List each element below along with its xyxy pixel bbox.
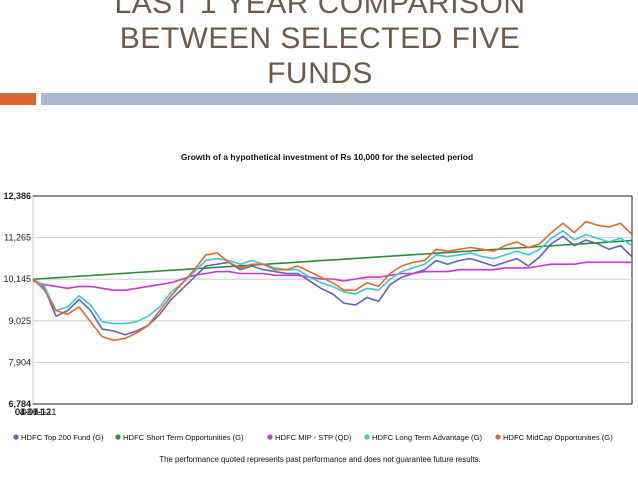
slide-title-line-1: LAST 1 YEAR COMPARISON <box>114 0 526 20</box>
plot-area <box>32 195 633 405</box>
y-tick-label: 7,904 <box>8 357 31 367</box>
y-tick-label: 11,265 <box>4 233 31 243</box>
chart-footnote: The performance quoted represents past p… <box>159 455 480 464</box>
grid-lines <box>32 196 632 404</box>
legend-label-5: HDFC MidCap Opportunities (G) <box>503 433 613 442</box>
x-tick-label: 03-11-11 <box>22 407 57 417</box>
accent-bar-blue <box>41 93 638 105</box>
y-tick-label: 10,145 <box>3 274 31 284</box>
fund-growth-chart: Growth of a hypothetical investment of R… <box>3 152 633 464</box>
legend-label-2: HDFC Short Term Opportunities (G) <box>123 433 244 442</box>
legend-marker-4 <box>364 434 370 440</box>
legend-label-3: HDFC MIP - STP (QD) <box>275 433 352 442</box>
legend-marker-2 <box>115 434 121 440</box>
series-line-5 <box>32 220 633 342</box>
x-tick-label: 04-05-12 <box>15 407 51 417</box>
legend-marker-3 <box>267 434 273 440</box>
y-tick-label: 12,386 <box>3 191 31 201</box>
legend-marker-5 <box>495 434 501 440</box>
y-tick-label: 9,025 <box>8 316 31 326</box>
legend-label-1: HDFC Top 200 Fund (G) <box>21 433 104 442</box>
x-tick-label: 03-01-12 <box>15 407 51 417</box>
slide-title-line-3: FUNDS <box>267 57 373 90</box>
x-tick-label: 04-07-12 <box>15 407 51 417</box>
series-line-4 <box>32 230 633 325</box>
slide-title: LAST 1 YEAR COMPARISON BETWEEN SELECTED … <box>60 0 580 91</box>
x-axis-labels: 03-11-1103-01-1204-03-1204-05-1204-07-12… <box>15 407 56 417</box>
x-tick-label: 04-03-12 <box>15 407 51 417</box>
x-tick-label: 03-09-12 <box>15 407 51 417</box>
y-axis-labels: 12,386 11,265 10,145 9,025 7,904 6,784 <box>3 191 31 409</box>
legend-label-4: HDFC Long Term Advantage (G) <box>372 433 482 442</box>
series-line-1 <box>32 235 633 336</box>
accent-bar-orange <box>0 93 36 105</box>
plot-frame <box>32 195 633 405</box>
y-tick-label: 6,784 <box>8 399 31 409</box>
legend-marker-1 <box>13 434 19 440</box>
series-line-3 <box>32 261 632 291</box>
series-lines <box>32 220 633 342</box>
slide-title-line-2: BETWEEN SELECTED FIVE <box>119 22 521 55</box>
chart-title: Growth of a hypothetical investment of R… <box>181 152 473 162</box>
legend: HDFC Top 200 Fund (G) HDFC Short Term Opp… <box>13 433 613 442</box>
